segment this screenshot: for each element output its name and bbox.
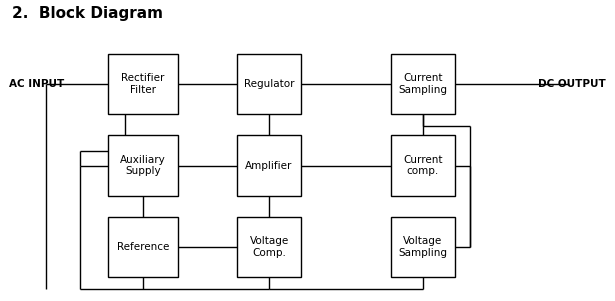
Text: Reference: Reference [117,242,169,252]
Text: Current
comp.: Current comp. [403,155,443,176]
Bar [237,135,301,196]
Text: AC INPUT: AC INPUT [9,79,65,89]
Bar [391,217,455,277]
Text: 2.  Block Diagram: 2. Block Diagram [12,6,164,21]
Bar [237,217,301,277]
Bar [391,54,455,114]
Text: Voltage
Sampling: Voltage Sampling [399,236,447,258]
Bar [391,135,455,196]
Text: Amplifier: Amplifier [245,160,293,171]
Bar [108,135,178,196]
Text: DC OUTPUT: DC OUTPUT [538,79,606,89]
Text: Current
Sampling: Current Sampling [399,73,447,95]
Bar [108,54,178,114]
Bar [108,217,178,277]
Text: Voltage
Comp.: Voltage Comp. [250,236,288,258]
Bar [237,54,301,114]
Text: Regulator: Regulator [244,79,295,89]
Text: Rectifier
Filter: Rectifier Filter [121,73,165,95]
Text: Auxiliary
Supply: Auxiliary Supply [120,155,166,176]
